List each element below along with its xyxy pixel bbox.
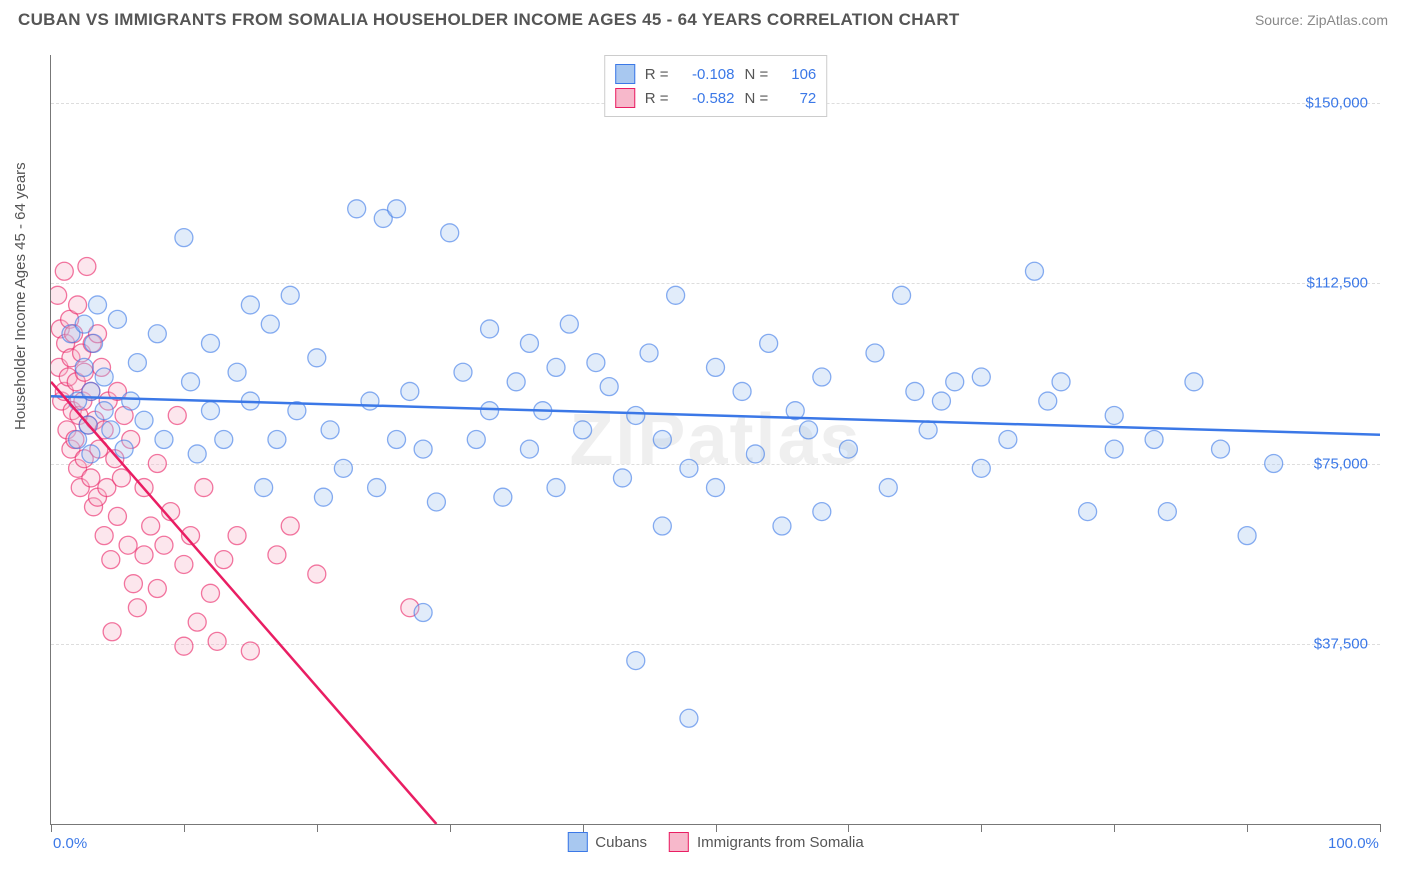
x-tick	[1380, 824, 1381, 832]
r-value-cubans: -0.108	[679, 66, 735, 83]
legend-label-somalia: Immigrants from Somalia	[697, 834, 864, 851]
r-value-somalia: -0.582	[679, 90, 735, 107]
scatter-svg	[51, 55, 1380, 824]
legend-correlation-box: R = -0.108 N = 106 R = -0.582 N = 72	[604, 55, 828, 117]
n-value-cubans: 106	[778, 66, 816, 83]
x-tick-label: 0.0%	[53, 835, 87, 852]
r-label: R =	[645, 90, 669, 107]
legend-item-somalia: Immigrants from Somalia	[669, 832, 864, 852]
swatch-somalia	[669, 832, 689, 852]
n-label: N =	[745, 90, 769, 107]
x-tick	[184, 824, 185, 832]
legend-row-cubans: R = -0.108 N = 106	[615, 62, 817, 86]
legend-item-cubans: Cubans	[567, 832, 647, 852]
swatch-cubans	[615, 64, 635, 84]
x-tick	[848, 824, 849, 832]
x-tick	[51, 824, 52, 832]
x-tick	[317, 824, 318, 832]
chart-title: CUBAN VS IMMIGRANTS FROM SOMALIA HOUSEHO…	[18, 10, 960, 30]
x-tick	[1114, 824, 1115, 832]
legend-label-cubans: Cubans	[595, 834, 647, 851]
source-label: Source: ZipAtlas.com	[1255, 12, 1388, 28]
swatch-cubans	[567, 832, 587, 852]
legend-bottom: Cubans Immigrants from Somalia	[567, 832, 863, 852]
x-tick-label: 100.0%	[1328, 835, 1379, 852]
x-tick	[1247, 824, 1248, 832]
n-label: N =	[745, 66, 769, 83]
x-tick	[583, 824, 584, 832]
swatch-somalia	[615, 88, 635, 108]
y-axis-label: Householder Income Ages 45 - 64 years	[12, 162, 29, 430]
x-tick	[716, 824, 717, 832]
plot-area: ZIPatlas R = -0.108 N = 106 R = -0.582 N…	[50, 55, 1380, 825]
n-value-somalia: 72	[778, 90, 816, 107]
x-tick	[450, 824, 451, 832]
x-tick	[981, 824, 982, 832]
legend-row-somalia: R = -0.582 N = 72	[615, 86, 817, 110]
r-label: R =	[645, 66, 669, 83]
